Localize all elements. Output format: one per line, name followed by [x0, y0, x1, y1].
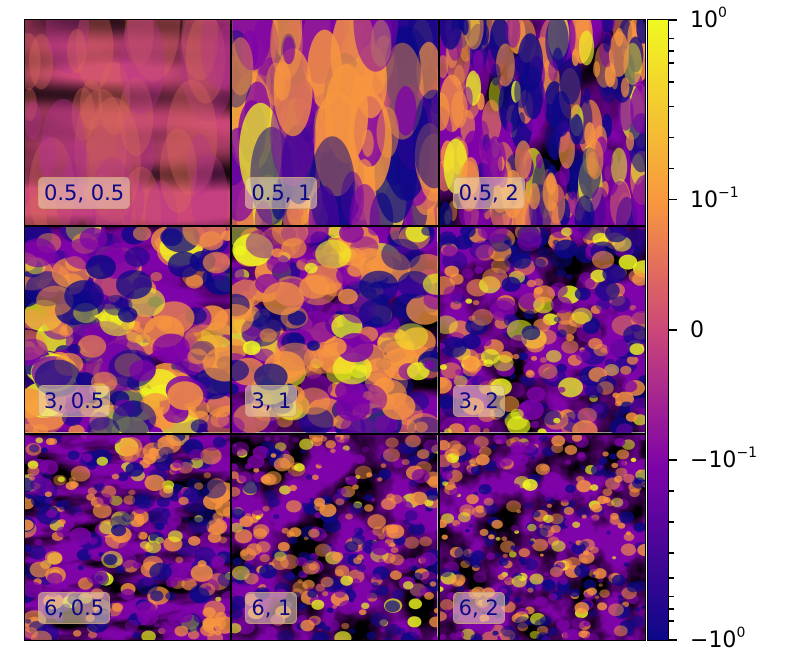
colorbar-minor-tick [669, 577, 674, 579]
heatmap-panel: 3, 2 [438, 226, 646, 434]
panel-label: 0.5, 0.5 [38, 177, 131, 210]
colorbar-minor-tick [669, 608, 674, 610]
colorbar-tick-label: 0 [690, 318, 704, 343]
colorbar-minor-tick [669, 62, 674, 64]
colorbar-minor-tick [669, 552, 674, 554]
colorbar-major-tick [669, 198, 677, 201]
colorbar-tick-label: −100 [690, 625, 746, 653]
colorbar-tick-label: 100 [690, 5, 727, 33]
colorbar-minor-tick [669, 167, 674, 170]
colorbar-major-tick [669, 329, 677, 331]
colorbar-minor-tick [669, 50, 674, 52]
colorbar-minor-tick [669, 620, 674, 622]
panel-label: 6, 1 [245, 591, 298, 624]
heatmap-panel: 6, 1 [231, 433, 439, 641]
colorbar-minor-tick [669, 595, 674, 598]
colorbar-minor-tick [669, 521, 674, 523]
panel-label: 0.5, 2 [452, 177, 525, 210]
panel-label: 3, 0.5 [38, 384, 111, 417]
heatmap-panel: 0.5, 2 [438, 19, 646, 227]
heatmap-panel: 6, 2 [438, 433, 646, 641]
colorbar [647, 19, 669, 641]
colorbar-minor-tick [669, 81, 674, 83]
heatmap-panel: 6, 0.5 [24, 433, 232, 641]
colorbar-minor-tick [669, 105, 674, 108]
panel-label: 6, 2 [452, 591, 505, 624]
heatmap-panel: 0.5, 0.5 [24, 19, 232, 227]
colorbar-minor-tick [669, 490, 674, 492]
panel-label: 6, 0.5 [38, 591, 111, 624]
heatmap-panel: 3, 0.5 [24, 226, 232, 434]
colorbar-major-tick [669, 19, 677, 21]
colorbar-major-tick [669, 639, 677, 641]
heatmap-panel: 0.5, 1 [231, 19, 439, 227]
colorbar-tick-label: 10−1 [690, 184, 739, 213]
heatmap-panel: 3, 1 [231, 226, 439, 434]
colorbar-tick-label: −10−1 [690, 445, 758, 474]
colorbar-major-tick [669, 459, 677, 461]
heatmap-grid: 0.5, 0.5 0.5, 1 0.5, 2 3, 0.5 3, 1 3, 2 6, 0.5… [24, 19, 646, 641]
panel-label: 0.5, 1 [245, 177, 318, 210]
colorbar-minor-tick [669, 136, 674, 139]
panel-label: 3, 2 [452, 384, 505, 417]
panel-label: 3, 1 [245, 384, 298, 417]
colorbar-minor-tick [669, 37, 674, 40]
